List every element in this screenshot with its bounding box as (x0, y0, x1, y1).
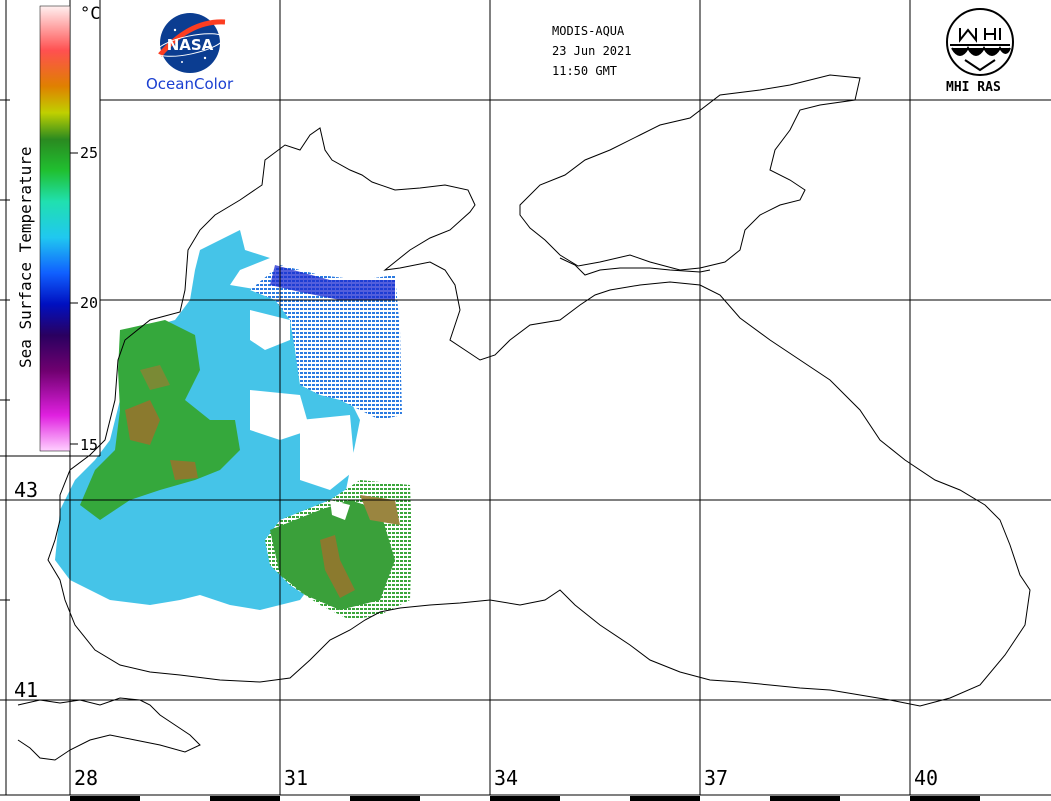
coastline (17, 74, 1031, 761)
sst-deep-blue-band (270, 265, 395, 300)
sst-warm-patch-3 (360, 495, 400, 525)
lon-label-28: 28 (74, 766, 99, 790)
colorbar-unit: °C (80, 4, 101, 24)
left-ruler (0, 0, 10, 795)
mhi-ras-logo (946, 8, 1014, 76)
sst-field (55, 230, 412, 620)
header-time: 11:50 GMT (552, 64, 618, 78)
nasa-logo: NASA (156, 13, 226, 73)
lat-label-43: 43 (14, 478, 39, 502)
bottom-ruler (0, 794, 1051, 801)
colorbar-tick-15: 15 (80, 436, 99, 454)
mhi-ras-wordmark: MHI RAS (946, 80, 1001, 95)
sst-cloud-gap-3 (300, 415, 355, 490)
colorbar-tick-25: 25 (80, 144, 99, 162)
header-date: 23 Jun 2021 (552, 44, 632, 58)
azov-coast (519, 74, 861, 271)
nasa-wordmark: NASA (167, 36, 214, 54)
header-sensor: MODIS-AQUA (552, 24, 625, 38)
colorbar-ticks (70, 152, 78, 445)
sst-cloud-gap-4 (330, 500, 350, 520)
sst-blue-region (250, 265, 402, 420)
oceancolor-wordmark: OceanColor (146, 75, 234, 93)
lon-label-37: 37 (704, 766, 729, 790)
crimea-strait-coast (559, 257, 711, 276)
lon-label-34: 34 (494, 766, 519, 790)
colorbar-title: Sea Surface Temperature (16, 146, 35, 368)
lat-label-41: 41 (14, 678, 39, 702)
sst-warm-patch-4 (320, 535, 355, 598)
lon-label-31: 31 (284, 766, 309, 790)
lon-label-40: 40 (914, 766, 939, 790)
sst-warm-patch-1 (125, 400, 160, 445)
sst-warm-patch-2 (170, 460, 198, 480)
black-sea-coast (47, 127, 1031, 707)
sst-warm-patch-5 (140, 365, 170, 390)
colorbar-tick-20: 20 (80, 294, 99, 312)
colorbar-gradient (39, 5, 71, 452)
marmara-coast (17, 697, 201, 761)
